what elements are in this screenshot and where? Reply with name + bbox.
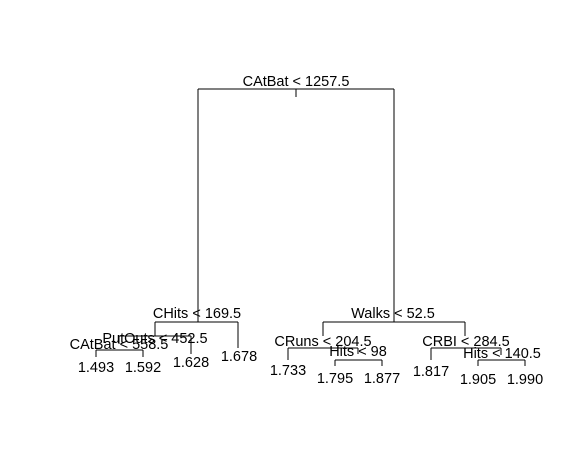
leaf-value: 1.592: [125, 360, 161, 376]
leaf-value: 1.877: [364, 371, 400, 387]
hits-140-node: Hits < 140.5: [463, 346, 541, 366]
leaf-value: 1.990: [507, 372, 543, 388]
hits-140-split-label: Hits < 140.5: [463, 346, 541, 362]
cruns-node: CRuns < 204.5: [274, 334, 372, 360]
hits-98-node: Hits < 98: [329, 344, 387, 366]
crbi-split-label: CRBI < 284.5: [422, 334, 509, 350]
hits-98-split-label: Hits < 98: [329, 344, 387, 360]
leaf-value: 1.817: [413, 364, 449, 380]
crbi-node: CRBI < 284.5: [422, 334, 510, 360]
leaf-value: 1.905: [460, 372, 496, 388]
putouts-node: PutOuts < 452.5: [102, 331, 208, 354]
leaf-value: 1.628: [173, 355, 209, 371]
root-split-label: CAtBat < 1257.5: [243, 74, 350, 90]
catbat-lower-node: CAtBat < 558.5: [70, 337, 169, 357]
chits-node: CHits < 169.5: [153, 306, 241, 348]
catbat-lower-split-label: CAtBat < 558.5: [70, 337, 169, 353]
putouts-split-label: PutOuts < 452.5: [102, 331, 207, 347]
leaf-value: 1.733: [270, 363, 306, 379]
leaf-value: 1.795: [317, 371, 353, 387]
chits-split-label: CHits < 169.5: [153, 306, 241, 322]
walks-split-label: Walks < 52.5: [351, 306, 435, 322]
root-node: CAtBat < 1257.5: [197, 74, 395, 322]
cruns-split-label: CRuns < 204.5: [274, 334, 371, 350]
leaf-value: 1.493: [78, 360, 114, 376]
walks-node: Walks < 52.5: [322, 306, 466, 336]
leaf-value: 1.678: [221, 349, 257, 365]
